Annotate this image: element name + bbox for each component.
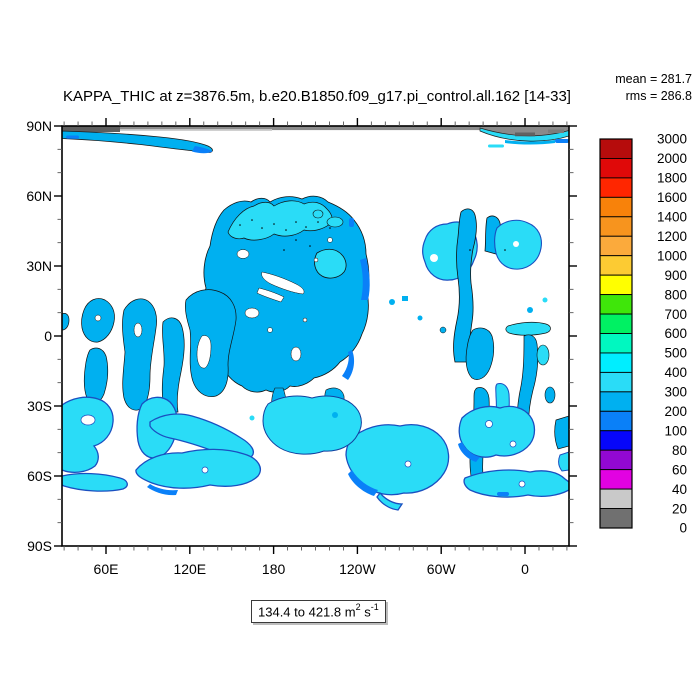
blob-central-fringe xyxy=(227,200,333,241)
y-tick-label: 90S xyxy=(27,538,52,554)
blob-far-right-bit-1 xyxy=(536,344,550,366)
x-tick-label: 60E xyxy=(94,561,119,577)
colorbar-label: 500 xyxy=(664,346,687,361)
range-sup-2: 2 xyxy=(355,602,361,612)
blob-fringe-bit-1 xyxy=(326,216,344,228)
x-tick-label: 60W xyxy=(427,561,457,577)
colorbar-box xyxy=(599,410,633,432)
blob-central-island xyxy=(314,248,347,279)
map-content xyxy=(62,126,569,511)
colorbar-label: 60 xyxy=(672,462,687,477)
blob-ne-cyan-hole xyxy=(430,254,438,262)
axis-tick-labels: 60E 120E 180 120W 60W 0 90N 60N 30N 0 30S 60S 90S xyxy=(26,118,529,577)
colorbar-box xyxy=(599,430,633,451)
stats-block: mean = 281.7 rms = 286.8 xyxy=(615,71,692,105)
colorbar-box xyxy=(599,333,633,354)
colorbar-label: 2000 xyxy=(657,151,687,166)
colorbar-box xyxy=(599,508,633,529)
left-finger-holes xyxy=(94,314,212,369)
colorbar-box xyxy=(599,449,633,471)
southern-cyan-belt xyxy=(62,396,569,511)
colorbar-box xyxy=(599,255,633,276)
colorbar-label: 200 xyxy=(664,404,687,419)
y-tick-label: 90N xyxy=(26,118,52,134)
blob-far-right-bit-2 xyxy=(544,386,556,404)
central-blob-holes xyxy=(236,237,333,362)
colorbar-label: 100 xyxy=(664,423,687,438)
colorbar-box xyxy=(599,391,633,412)
blob-right-edge-1 xyxy=(554,415,569,450)
colorbar-box xyxy=(599,138,633,159)
map-specks xyxy=(249,296,548,427)
colorbar-box xyxy=(599,488,633,510)
colorbar-box xyxy=(599,196,633,218)
colorbar-label: 0 xyxy=(679,521,687,536)
y-tick-label: 0 xyxy=(44,328,52,344)
x-tick-label: 180 xyxy=(262,561,286,577)
colorbar-label: 400 xyxy=(664,365,687,380)
colorbar-box xyxy=(599,469,633,490)
range-unit-s: s xyxy=(360,604,371,620)
colorbar-label: 40 xyxy=(672,482,687,497)
y-tick-label: 30S xyxy=(27,398,52,414)
blob-center-south xyxy=(262,395,362,455)
mean-value: mean = 281.7 xyxy=(615,72,692,86)
contour-speckles xyxy=(239,219,506,251)
y-tick-label: 60N xyxy=(26,188,52,204)
x-tick-label: 120W xyxy=(339,561,376,577)
colorbar: 3000200018001600140012001000900800700600… xyxy=(599,132,687,536)
colorbar-label: 80 xyxy=(672,443,687,458)
axis-ticks xyxy=(54,118,577,554)
colorbar-label: 600 xyxy=(664,326,687,341)
blob-right-ellipse xyxy=(505,321,551,336)
colorbar-box xyxy=(599,371,633,393)
colorbar-box xyxy=(599,294,633,315)
colorbar-box xyxy=(599,235,633,257)
rms-value: rms = 286.8 xyxy=(625,89,692,103)
blob-fringe-bit-2 xyxy=(312,209,324,219)
colorbar-label: 900 xyxy=(664,268,687,283)
colorbar-label: 1200 xyxy=(657,229,687,244)
colorbar-label: 3000 xyxy=(657,132,687,147)
colorbar-label: 1400 xyxy=(657,210,687,225)
colorbar-box xyxy=(599,177,633,198)
colorbar-box xyxy=(599,157,633,179)
colorbar-box xyxy=(599,216,633,237)
plot-title: KAPPA_THIC at z=3876.5m, b.e20.B1850.f09… xyxy=(63,88,571,105)
blob-arctic-east xyxy=(479,127,569,148)
blob-right-mid xyxy=(465,327,495,380)
colorbar-label: 1800 xyxy=(657,171,687,186)
southern-holes xyxy=(80,414,526,488)
blob-right-edge-2 xyxy=(558,451,569,472)
data-range-label: 134.4 to 421.8 m2 s-1 xyxy=(251,600,386,624)
colorbar-label: 1600 xyxy=(657,190,687,205)
blob-far-right-strip xyxy=(516,334,539,429)
colorbar-label: 800 xyxy=(664,287,687,302)
colorbar-box xyxy=(599,352,633,373)
y-tick-label: 60S xyxy=(27,468,52,484)
x-tick-label: 0 xyxy=(521,561,529,577)
colorbar-label: 300 xyxy=(664,385,687,400)
blob-arctic-dash-west xyxy=(66,135,79,139)
range-text: 134.4 to 421.8 m xyxy=(258,604,356,620)
colorbar-box xyxy=(599,274,633,296)
blob-arctic-west-tip xyxy=(192,146,213,154)
colorbar-label: 1000 xyxy=(657,248,687,263)
y-tick-label: 30N xyxy=(26,258,52,274)
southern-dark-fringes xyxy=(147,442,509,496)
colorbar-label: 700 xyxy=(664,307,687,322)
colorbar-box xyxy=(599,313,633,334)
x-tick-label: 120E xyxy=(173,561,206,577)
range-sup-minus1: -1 xyxy=(370,602,379,612)
colorbar-label: 20 xyxy=(672,501,687,516)
blob-right-cyan-2-hole xyxy=(513,241,519,247)
blob-arctic-west xyxy=(62,130,213,153)
